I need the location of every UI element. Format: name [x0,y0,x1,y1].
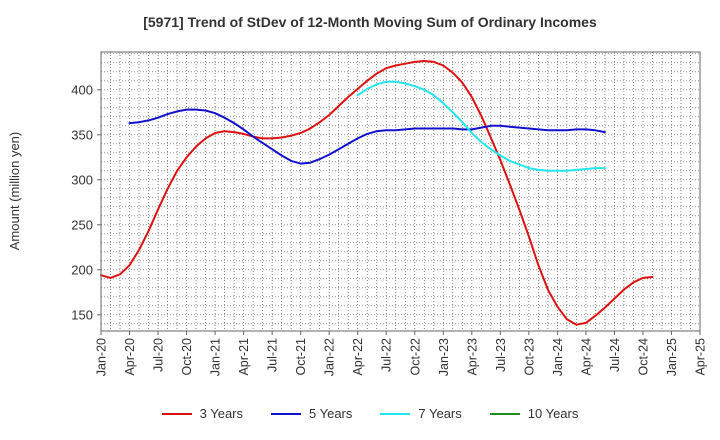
x-tick-label: Oct-20 [180,338,194,376]
x-tick-label: Apr-21 [237,338,251,376]
x-tick-label: Jul-21 [266,338,280,372]
x-tick-label: Jul-20 [152,338,166,372]
x-tick-label: Oct-23 [522,338,536,376]
y-tick-label: 300 [71,172,93,187]
legend-item: 3 Years [161,406,243,421]
x-tick-label: Jan-21 [209,338,223,376]
legend-item: 7 Years [380,406,462,421]
legend-item: 5 Years [271,406,352,421]
x-tick-label: Jan-25 [665,338,679,376]
y-tick-label: 350 [71,127,93,142]
legend-label: 10 Years [527,406,579,421]
series-line-5-years [128,108,606,165]
x-tick-label: Oct-24 [636,338,650,376]
x-tick-label: Jul-24 [608,338,622,372]
x-tick-label: Apr-23 [465,338,479,376]
y-axis-label: Amount (million yen) [7,132,22,251]
x-tick-label: Apr-25 [694,338,708,376]
x-tick-label: Apr-24 [579,338,593,376]
x-tick-label: Oct-22 [408,338,422,376]
y-tick-label: 150 [71,307,93,322]
x-tick-label: Jan-23 [437,338,451,376]
x-tick-label: Apr-20 [123,338,137,376]
series-line-3-years [100,60,654,326]
legend: 3 Years 5 Years 7 Years 10 Years [0,406,720,421]
legend-label: 5 Years [309,406,353,421]
x-tick-label: Jan-24 [551,338,565,376]
legend-swatch [380,412,411,415]
y-tick-label: 400 [71,82,93,97]
plot-frame [100,51,701,332]
x-tick-label: Jan-20 [95,338,109,376]
x-tick-label: Jul-22 [380,338,394,372]
series-line-7-years [356,80,606,172]
y-tick-label: 200 [71,262,93,277]
legend-swatch [161,412,192,415]
x-tick-label: Jul-23 [494,338,508,372]
legend-label: 7 Years [418,406,462,421]
legend-swatch [489,412,520,415]
y-tick-label: 250 [71,217,93,232]
chart-title: [5971] Trend of StDev of 12-Month Moving… [143,14,597,30]
x-tick-label: Apr-22 [351,338,365,376]
x-tick-label: Oct-21 [294,338,308,376]
legend-item: 10 Years [489,406,579,421]
x-tick-label: Jan-22 [323,338,337,376]
legend-label: 3 Years [199,406,243,421]
legend-swatch [271,412,301,415]
